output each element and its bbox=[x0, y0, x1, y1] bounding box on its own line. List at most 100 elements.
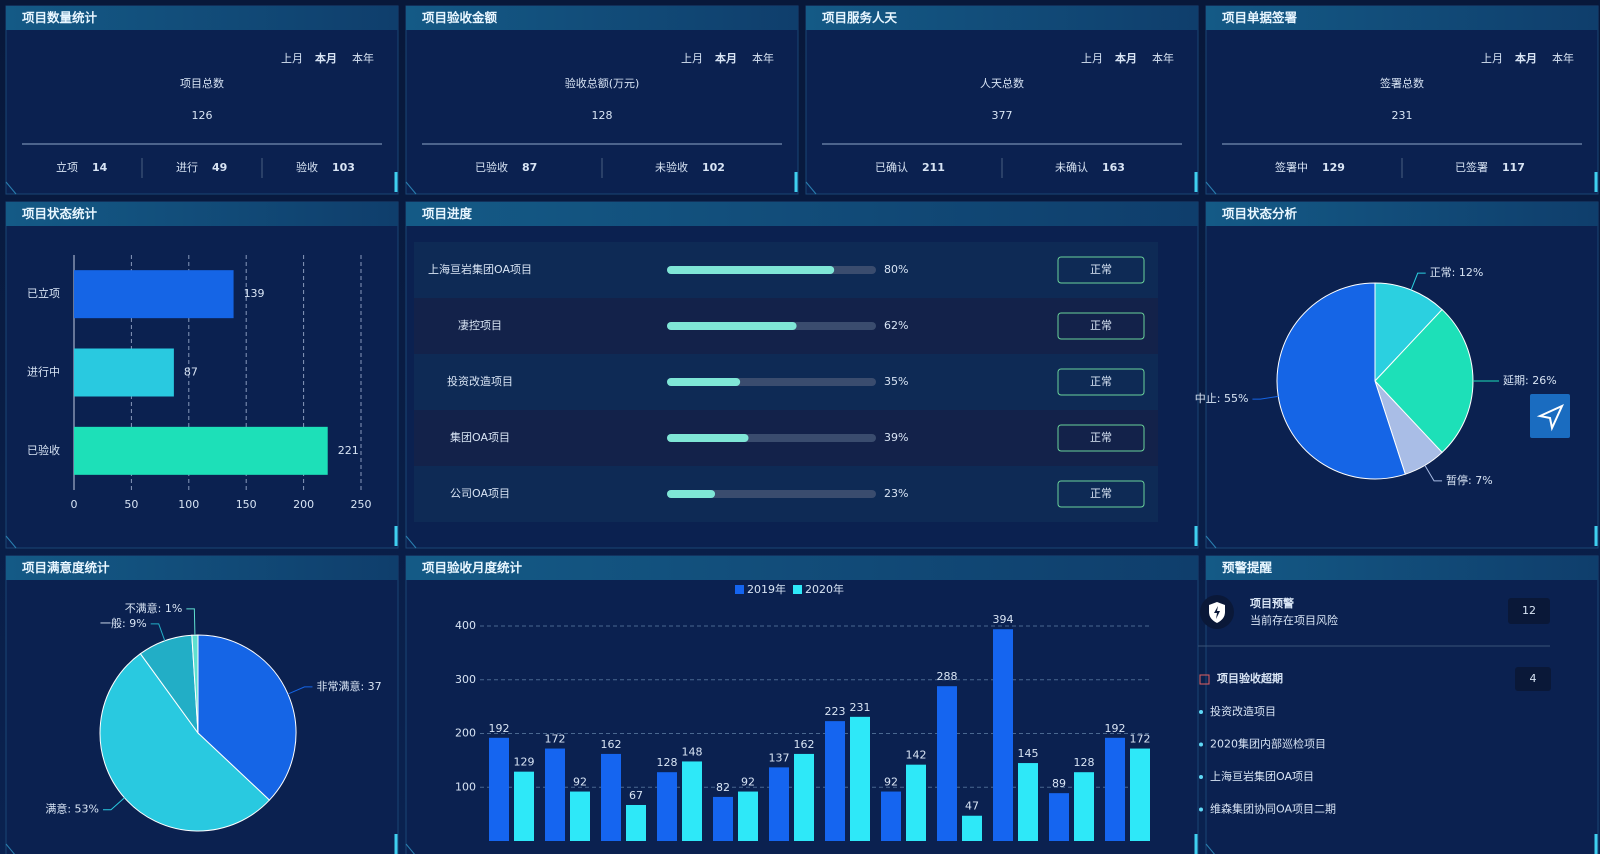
progress-label: 39% bbox=[884, 431, 908, 444]
item-label: 已签署 bbox=[1455, 160, 1488, 174]
bar bbox=[769, 767, 789, 841]
bar bbox=[657, 772, 677, 841]
period-tab[interactable]: 上月 bbox=[1081, 52, 1103, 65]
progress-label: 80% bbox=[884, 263, 908, 276]
leader-line bbox=[287, 686, 313, 695]
value-label: 67 bbox=[629, 789, 643, 802]
period-tab[interactable]: 本年 bbox=[1552, 51, 1574, 65]
item-value: 129 bbox=[1322, 161, 1345, 174]
value-label: 162 bbox=[601, 738, 622, 751]
item-label: 立项 bbox=[56, 160, 78, 174]
value-label: 89 bbox=[1052, 777, 1066, 790]
bar bbox=[74, 270, 234, 319]
status-text: 正常 bbox=[1090, 431, 1112, 444]
progress-track bbox=[667, 490, 876, 498]
status-badge[interactable] bbox=[1057, 312, 1145, 340]
period-tab[interactable]: 上月 bbox=[1481, 52, 1503, 65]
bar bbox=[993, 629, 1013, 841]
overdue-item[interactable]: 投资改造项目 bbox=[1210, 704, 1276, 718]
legend-label: 2019年 bbox=[747, 582, 786, 596]
category-label: 进行中 bbox=[27, 366, 60, 379]
y-tick-label: 100 bbox=[455, 780, 476, 793]
status-badge[interactable] bbox=[1057, 368, 1145, 396]
project-name: 上海亘岩集团OA项目 bbox=[428, 262, 532, 276]
panel-header bbox=[406, 6, 798, 30]
status-text: 正常 bbox=[1090, 487, 1112, 500]
leader-line bbox=[186, 608, 196, 636]
legend-label: 2020年 bbox=[805, 582, 844, 596]
panel-title: 项目状态分析 bbox=[1222, 206, 1298, 221]
corner-accent bbox=[405, 181, 417, 195]
status-text: 正常 bbox=[1090, 263, 1112, 276]
bar bbox=[1105, 737, 1125, 841]
period-tab[interactable]: 本月 bbox=[1115, 51, 1137, 65]
leader-line bbox=[1252, 395, 1279, 400]
bar bbox=[881, 791, 901, 841]
value-label: 128 bbox=[1074, 756, 1095, 769]
project-name: 公司OA项目 bbox=[450, 487, 510, 500]
status-text: 正常 bbox=[1090, 319, 1112, 332]
bar bbox=[937, 686, 957, 841]
send-icon[interactable] bbox=[1536, 403, 1565, 432]
item-label: 已确认 bbox=[875, 161, 908, 174]
leader-line bbox=[150, 623, 166, 641]
period-tab[interactable]: 本月 bbox=[315, 51, 337, 65]
item-value: 87 bbox=[522, 161, 537, 174]
value-label: 92 bbox=[741, 776, 755, 789]
bullet bbox=[1199, 807, 1203, 812]
y-tick-label: 200 bbox=[455, 727, 476, 740]
value-label: 172 bbox=[545, 733, 566, 746]
progress-fill bbox=[667, 378, 741, 386]
period-tab[interactable]: 上月 bbox=[281, 52, 303, 65]
value-label: 92 bbox=[573, 776, 587, 789]
overdue-item[interactable]: 2020集团内部巡检项目 bbox=[1210, 737, 1326, 751]
bar bbox=[713, 796, 733, 841]
y-tick-label: 400 bbox=[455, 619, 476, 632]
pie-label: 正常: 12% bbox=[1430, 266, 1484, 279]
count-box bbox=[1508, 598, 1550, 624]
overdue-item[interactable]: 维森集团协同OA项目二期 bbox=[1210, 802, 1336, 816]
period-tab[interactable]: 本年 bbox=[752, 51, 774, 65]
send-button-bg[interactable] bbox=[1530, 394, 1570, 438]
bar bbox=[489, 737, 509, 841]
leader-line bbox=[1424, 465, 1443, 482]
progress-fill bbox=[667, 322, 797, 330]
category-label: 已验收 bbox=[27, 443, 60, 457]
bar bbox=[1130, 748, 1150, 841]
pie-label: 中止: 55% bbox=[1195, 392, 1249, 405]
bar bbox=[601, 753, 621, 841]
pie-slice bbox=[1374, 282, 1443, 383]
total-label: 签署总数 bbox=[1380, 76, 1424, 90]
period-tab[interactable]: 上月 bbox=[681, 52, 703, 65]
status-badge[interactable] bbox=[1057, 256, 1145, 284]
x-tick-label: 0 bbox=[71, 498, 78, 511]
value-label: 92 bbox=[884, 776, 898, 789]
period-tab[interactable]: 本年 bbox=[1152, 51, 1174, 65]
send-button[interactable] bbox=[1530, 394, 1570, 438]
period-tab[interactable]: 本年 bbox=[352, 51, 374, 65]
item-label: 未验收 bbox=[655, 160, 688, 174]
status-badge[interactable] bbox=[1057, 424, 1145, 452]
status-badge[interactable] bbox=[1057, 480, 1145, 508]
pie-label: 不满意: 1% bbox=[125, 601, 183, 615]
x-tick-label: 250 bbox=[351, 498, 372, 511]
pie-label: 非常满意: 37 bbox=[316, 679, 381, 693]
legend-swatch bbox=[793, 585, 802, 594]
pie-label: 暂停: 7% bbox=[1446, 473, 1493, 487]
item-label: 签署中 bbox=[1275, 160, 1308, 174]
bar bbox=[825, 721, 845, 841]
value-label: 139 bbox=[244, 287, 265, 300]
project-name: 凄控项目 bbox=[458, 318, 502, 332]
corner-accent bbox=[5, 535, 17, 549]
period-tab[interactable]: 本月 bbox=[1515, 51, 1537, 65]
period-tab[interactable]: 本月 bbox=[715, 51, 737, 65]
panel-title: 项目服务人天 bbox=[822, 10, 898, 25]
y-tick-label: 300 bbox=[455, 673, 476, 686]
panel-title: 项目验收月度统计 bbox=[422, 560, 523, 575]
bolt-icon bbox=[1214, 606, 1220, 619]
corner-accent bbox=[5, 181, 17, 195]
value-label: 137 bbox=[769, 751, 790, 764]
overdue-item[interactable]: 上海亘岩集团OA项目 bbox=[1210, 769, 1314, 783]
item-value: 49 bbox=[212, 161, 227, 174]
